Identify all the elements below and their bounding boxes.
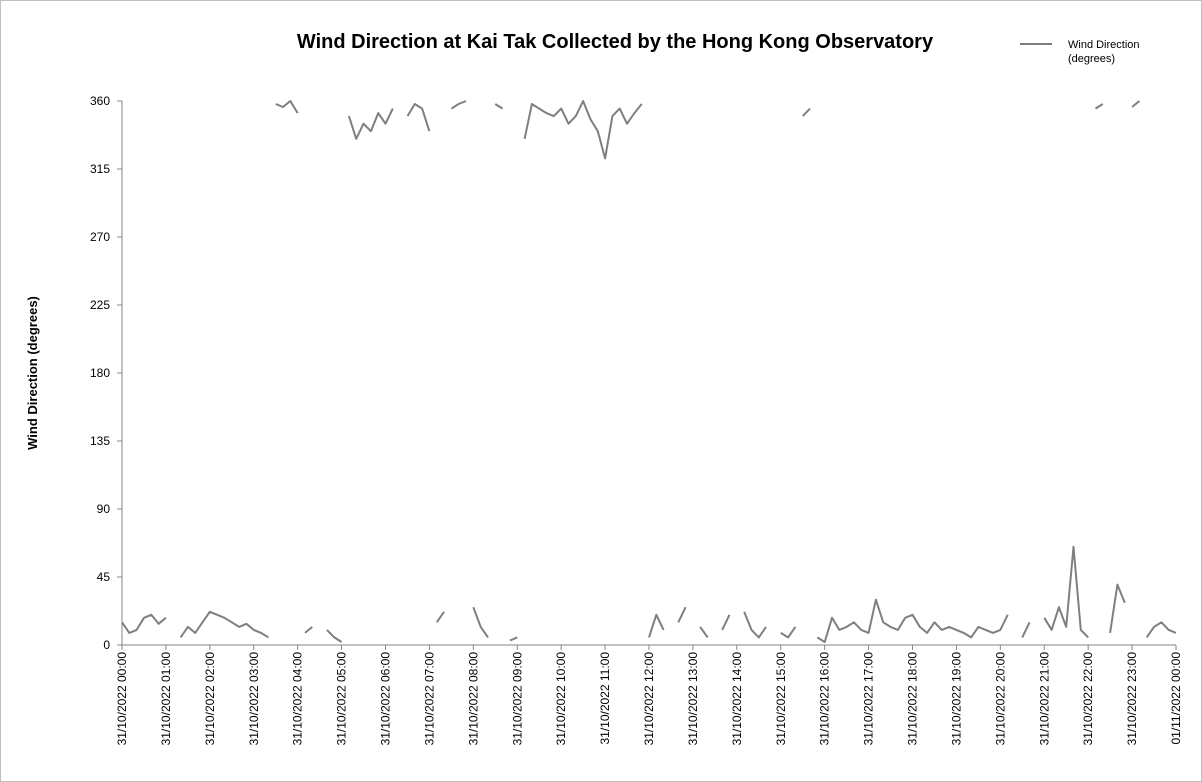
x-tick-label: 31/10/2022 09:00 bbox=[510, 652, 524, 746]
y-tick-label: 135 bbox=[90, 434, 110, 448]
y-tick-label: 180 bbox=[90, 366, 110, 380]
x-tick-label: 31/10/2022 00:00 bbox=[115, 652, 129, 746]
chart-title: Wind Direction at Kai Tak Collected by t… bbox=[297, 31, 934, 53]
legend-label: Wind Direction (degrees) bbox=[1068, 39, 1140, 65]
x-tick-label: 31/10/2022 02:00 bbox=[203, 652, 217, 746]
x-tick-label: 31/10/2022 20:00 bbox=[993, 652, 1007, 746]
x-tick-label: 31/10/2022 13:00 bbox=[686, 652, 700, 746]
x-tick-label: 31/10/2022 19:00 bbox=[949, 652, 963, 746]
y-tick-label: 315 bbox=[90, 162, 110, 176]
x-tick-label: 31/10/2022 03:00 bbox=[247, 652, 261, 746]
y-tick-label: 0 bbox=[103, 638, 110, 652]
x-tick-label: 31/10/2022 06:00 bbox=[379, 652, 393, 746]
x-tick-label: 31/10/2022 05:00 bbox=[335, 652, 349, 746]
x-tick-label: 31/10/2022 18:00 bbox=[906, 652, 920, 746]
x-tick-label: 31/10/2022 16:00 bbox=[818, 652, 832, 746]
x-tick-label: 01/11/2022 00:00 bbox=[1169, 652, 1183, 745]
y-tick-label: 225 bbox=[90, 298, 110, 312]
data-line bbox=[121, 100, 1177, 643]
x-tick-label: 31/10/2022 08:00 bbox=[466, 652, 480, 746]
y-tick-label: 90 bbox=[97, 502, 111, 516]
x-tick-label: 31/10/2022 07:00 bbox=[422, 652, 436, 746]
y-tick-label: 45 bbox=[97, 570, 111, 584]
x-tick-label: 31/10/2022 21:00 bbox=[1037, 652, 1051, 746]
y-axis-label: Wind Direction (degrees) bbox=[25, 296, 40, 450]
x-tick-label: 31/10/2022 14:00 bbox=[730, 652, 744, 746]
x-tick-label: 31/10/2022 11:00 bbox=[598, 652, 612, 745]
x-tick-label: 31/10/2022 10:00 bbox=[554, 652, 568, 746]
x-tick-label: 31/10/2022 04:00 bbox=[291, 652, 305, 746]
x-tick-label: 31/10/2022 23:00 bbox=[1125, 652, 1139, 746]
x-tick-label: 31/10/2022 01:00 bbox=[159, 652, 173, 746]
x-tick-label: 31/10/2022 22:00 bbox=[1081, 652, 1095, 746]
x-tick-label: 31/10/2022 12:00 bbox=[642, 652, 656, 746]
x-tick-label: 31/10/2022 15:00 bbox=[774, 652, 788, 746]
y-tick-label: 360 bbox=[90, 94, 110, 108]
x-tick-label: 31/10/2022 17:00 bbox=[862, 652, 876, 746]
y-tick-label: 270 bbox=[90, 230, 110, 244]
